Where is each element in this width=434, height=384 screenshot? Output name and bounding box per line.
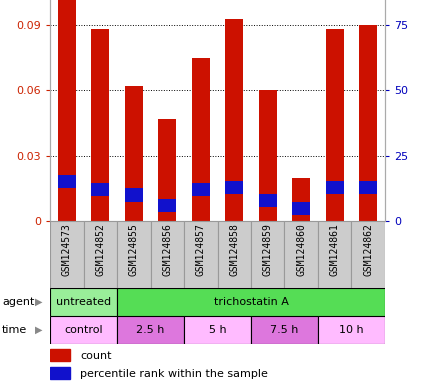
Text: 2.5 h: 2.5 h bbox=[136, 325, 164, 335]
Bar bbox=[50, 367, 70, 379]
Bar bbox=[258, 91, 276, 221]
Text: GSM124856: GSM124856 bbox=[162, 223, 172, 276]
Text: count: count bbox=[80, 351, 112, 361]
Bar bbox=[325, 180, 343, 194]
Bar bbox=[91, 183, 109, 196]
Bar bbox=[117, 316, 184, 344]
Text: GSM124858: GSM124858 bbox=[229, 223, 239, 276]
Bar bbox=[358, 180, 377, 194]
Bar bbox=[184, 221, 217, 288]
Bar bbox=[325, 30, 343, 221]
Text: GSM124859: GSM124859 bbox=[262, 223, 272, 276]
Bar bbox=[224, 18, 243, 221]
Bar bbox=[83, 221, 117, 288]
Text: 10 h: 10 h bbox=[339, 325, 363, 335]
Bar bbox=[191, 58, 210, 221]
Bar bbox=[317, 316, 384, 344]
Bar bbox=[57, 175, 76, 189]
Bar bbox=[158, 199, 176, 212]
Bar bbox=[124, 189, 143, 202]
Bar bbox=[184, 316, 250, 344]
Bar bbox=[50, 288, 117, 316]
Bar bbox=[358, 25, 377, 221]
Bar bbox=[50, 349, 70, 361]
Bar bbox=[191, 183, 210, 196]
Bar bbox=[150, 221, 184, 288]
Text: control: control bbox=[64, 325, 102, 335]
Text: agent: agent bbox=[2, 297, 34, 307]
Text: 5 h: 5 h bbox=[208, 325, 226, 335]
Bar bbox=[57, 0, 76, 221]
Bar bbox=[284, 221, 317, 288]
Bar bbox=[258, 194, 276, 207]
Text: time: time bbox=[2, 325, 27, 335]
Bar bbox=[250, 221, 284, 288]
Text: GSM124852: GSM124852 bbox=[95, 223, 105, 276]
Text: GSM124855: GSM124855 bbox=[128, 223, 138, 276]
Bar bbox=[117, 221, 150, 288]
Text: ▶: ▶ bbox=[35, 325, 43, 335]
Bar bbox=[91, 30, 109, 221]
Bar bbox=[351, 221, 384, 288]
Text: GSM124573: GSM124573 bbox=[62, 223, 72, 276]
Text: GSM124857: GSM124857 bbox=[195, 223, 205, 276]
Bar bbox=[291, 177, 310, 221]
Text: trichostatin A: trichostatin A bbox=[213, 297, 288, 307]
Bar bbox=[50, 221, 83, 288]
Text: GSM124860: GSM124860 bbox=[296, 223, 306, 276]
Bar bbox=[224, 180, 243, 194]
Text: percentile rank within the sample: percentile rank within the sample bbox=[80, 369, 267, 379]
Text: GSM124862: GSM124862 bbox=[362, 223, 372, 276]
Bar bbox=[124, 86, 143, 221]
Bar bbox=[158, 119, 176, 221]
Bar bbox=[317, 221, 351, 288]
Text: untreated: untreated bbox=[56, 297, 111, 307]
Bar bbox=[50, 316, 117, 344]
Text: ▶: ▶ bbox=[35, 297, 43, 307]
Text: 7.5 h: 7.5 h bbox=[270, 325, 298, 335]
Bar bbox=[117, 288, 384, 316]
Bar bbox=[250, 316, 317, 344]
Bar bbox=[291, 202, 310, 215]
Text: GSM124861: GSM124861 bbox=[329, 223, 339, 276]
Bar bbox=[217, 221, 250, 288]
